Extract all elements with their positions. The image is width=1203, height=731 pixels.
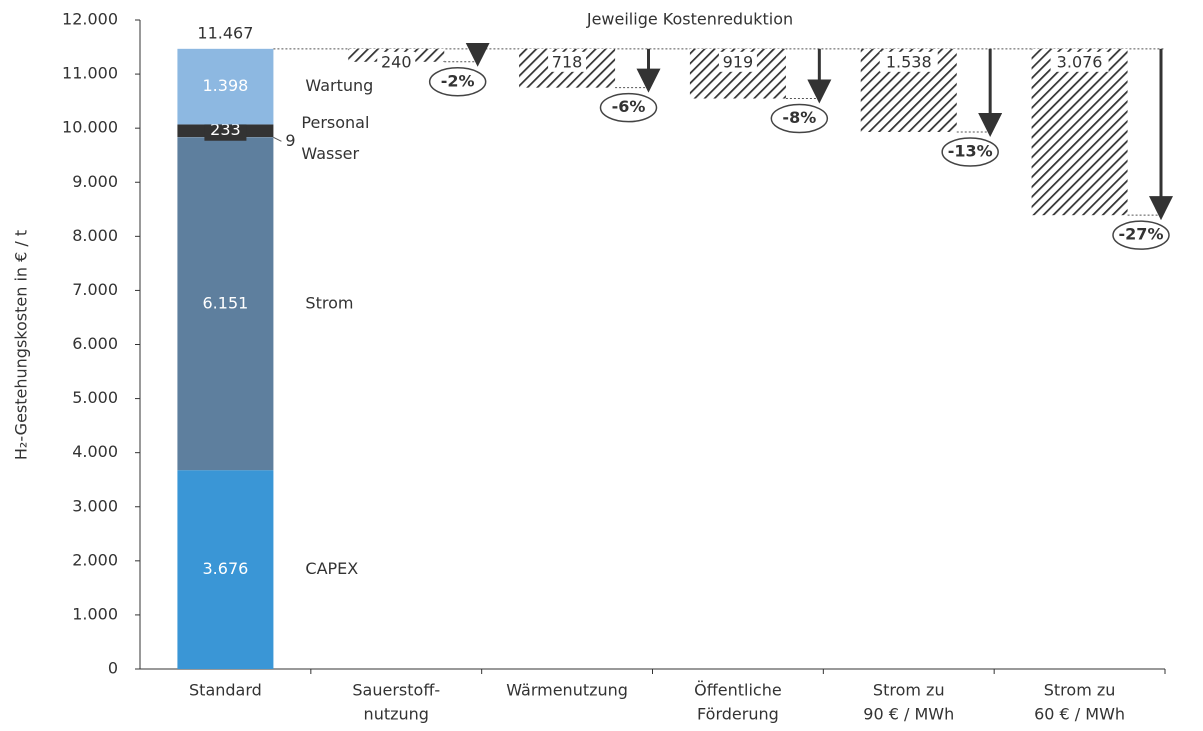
x-tick-label: Wärmenutzung bbox=[506, 681, 628, 700]
percent-bubble bbox=[1112, 220, 1170, 250]
percent-label: -27% bbox=[1119, 225, 1164, 244]
percent-label: -2% bbox=[441, 71, 475, 90]
y-tick-label: 5.000 bbox=[72, 388, 118, 407]
y-tick-label: 3.000 bbox=[72, 496, 118, 515]
y-tick-label: 10.000 bbox=[62, 118, 118, 137]
total-label: 11.467 bbox=[197, 23, 253, 42]
x-tick-label: Strom zu bbox=[1044, 681, 1116, 700]
y-tick-label: 8.000 bbox=[72, 226, 118, 245]
label-bg bbox=[548, 51, 587, 72]
segment-name: Wasser bbox=[301, 144, 359, 163]
stack-segment bbox=[177, 470, 274, 669]
leader bbox=[273, 136, 282, 142]
annotation: Jeweilige Kostenreduktion bbox=[586, 10, 793, 29]
reduction-label: 240 bbox=[381, 52, 412, 71]
y-tick-label: 0 bbox=[108, 659, 118, 678]
x-tick-label: Sauerstoff- bbox=[352, 681, 440, 700]
label-bg bbox=[377, 51, 416, 72]
stack-segment bbox=[177, 137, 274, 471]
x-tick-label: Öffentliche bbox=[694, 681, 782, 700]
x-tick-label: 60 € / MWh bbox=[1034, 705, 1125, 724]
y-tick-label: 6.000 bbox=[72, 334, 118, 353]
segment-name: Personal bbox=[301, 113, 369, 132]
y-tick-label: 9.000 bbox=[72, 172, 118, 191]
percent-bubble bbox=[599, 92, 658, 123]
segment-label: 1.398 bbox=[203, 76, 249, 95]
reduction-label: 1.538 bbox=[886, 52, 932, 71]
y-tick-label: 2.000 bbox=[72, 550, 118, 569]
percent-label: -6% bbox=[612, 97, 646, 116]
x-tick-label: 90 € / MWh bbox=[863, 705, 954, 724]
reduction-label: 3.076 bbox=[1057, 52, 1103, 71]
segment-label: 9 bbox=[285, 131, 295, 150]
label-bg bbox=[1050, 51, 1109, 72]
segment-name: CAPEX bbox=[305, 559, 358, 578]
y-axis-label: H₂-Gestehungskosten in € / t bbox=[12, 230, 31, 460]
percent-bubble bbox=[770, 103, 829, 134]
reduction-bar bbox=[1031, 48, 1128, 216]
y-tick-label: 12.000 bbox=[62, 10, 118, 29]
label-box bbox=[204, 120, 247, 141]
percent-label: -13% bbox=[948, 142, 993, 161]
stack-segment bbox=[177, 48, 274, 125]
x-tick-label: Förderung bbox=[697, 705, 779, 724]
segment-label: 3.676 bbox=[203, 559, 249, 578]
percent-bubble bbox=[941, 137, 999, 167]
x-tick-label: Strom zu bbox=[873, 681, 945, 700]
segment-label: 6.151 bbox=[203, 293, 249, 312]
reduction-label: 919 bbox=[723, 52, 754, 71]
y-tick-label: 4.000 bbox=[72, 442, 118, 461]
label-bg bbox=[718, 51, 757, 72]
segment-label: 233 bbox=[210, 120, 241, 139]
segment-name: Strom bbox=[305, 293, 353, 312]
percent-label: -8% bbox=[782, 108, 816, 127]
y-tick-label: 11.000 bbox=[62, 64, 118, 83]
reduction-label: 718 bbox=[552, 52, 583, 71]
y-tick-label: 1.000 bbox=[72, 604, 118, 623]
segment-name: Wartung bbox=[305, 76, 373, 95]
x-tick-label: Standard bbox=[189, 681, 262, 700]
label-bg bbox=[879, 51, 938, 72]
x-tick-label: nutzung bbox=[364, 705, 429, 724]
percent-bubble bbox=[428, 67, 487, 97]
y-tick-label: 7.000 bbox=[72, 280, 118, 299]
